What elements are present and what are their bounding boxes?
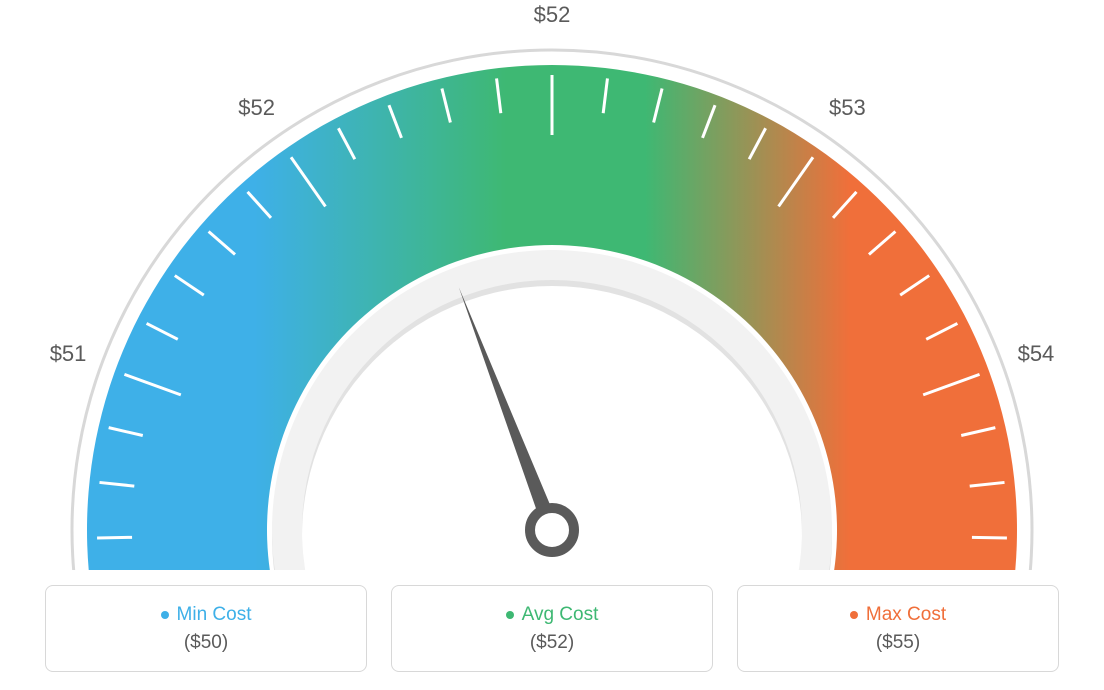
legend-min-text: Min Cost: [177, 604, 252, 626]
svg-text:$52: $52: [534, 2, 571, 27]
legend-avg-label: Avg Cost: [506, 604, 599, 626]
legend-avg-dot: [506, 611, 514, 619]
legend-min-dot: [161, 611, 169, 619]
svg-text:$53: $53: [829, 95, 866, 120]
legend-min-label: Min Cost: [161, 604, 252, 626]
legend-max-dot: [850, 611, 858, 619]
legend-max-label: Max Cost: [850, 604, 946, 626]
legend-avg-text: Avg Cost: [522, 604, 599, 626]
legend-max-cost: Max Cost ($55): [737, 585, 1059, 672]
legend-avg-value: ($52): [530, 632, 574, 654]
legend-min-cost: Min Cost ($50): [45, 585, 367, 672]
legend-avg-cost: Avg Cost ($52): [391, 585, 713, 672]
gauge-area: $50$51$52$52$53$54$55: [0, 0, 1104, 570]
cost-gauge-chart: $50$51$52$52$53$54$55 Min Cost ($50) Avg…: [0, 0, 1104, 690]
legend-area: Min Cost ($50) Avg Cost ($52) Max Cost (…: [0, 585, 1104, 675]
svg-text:$54: $54: [1018, 341, 1055, 366]
legend-max-value: ($55): [876, 632, 920, 654]
gauge-svg: $50$51$52$52$53$54$55: [0, 0, 1104, 570]
svg-text:$52: $52: [238, 95, 275, 120]
legend-max-text: Max Cost: [866, 604, 946, 626]
svg-text:$51: $51: [50, 341, 87, 366]
legend-min-value: ($50): [184, 632, 228, 654]
